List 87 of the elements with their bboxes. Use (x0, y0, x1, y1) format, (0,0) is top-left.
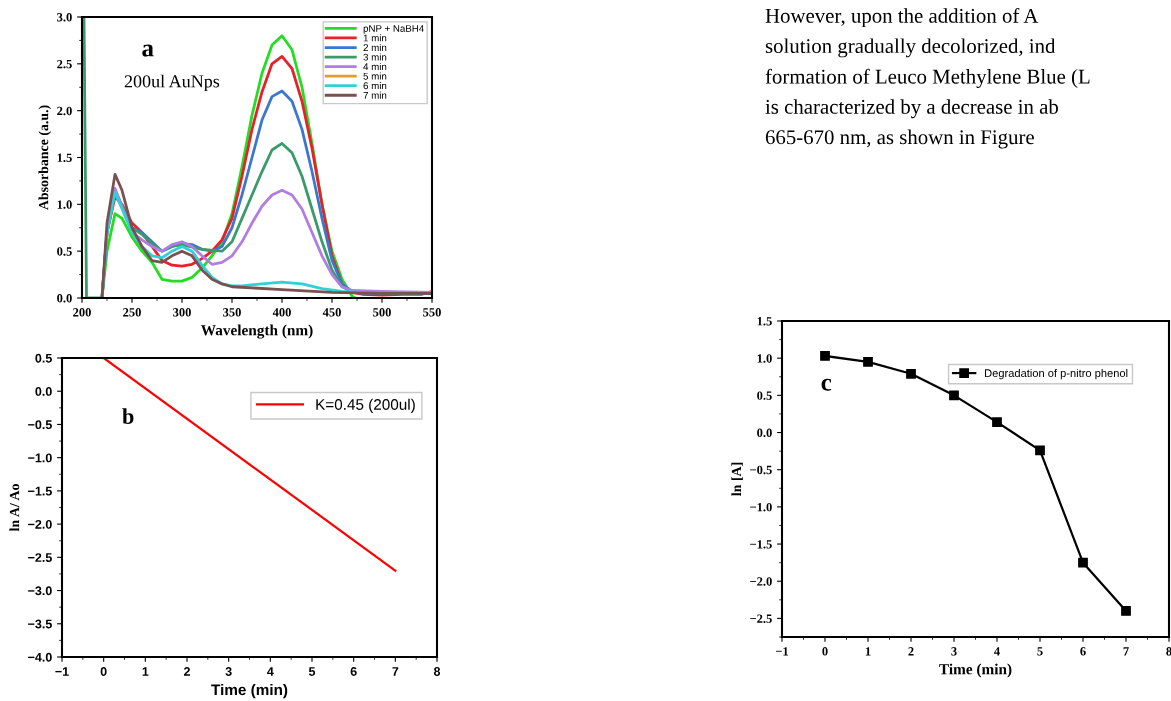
text: is characterized by a decrease in ab (765, 99, 1059, 119)
y-tick-label: −3.0 (28, 586, 52, 596)
annotation: c (821, 378, 832, 391)
y-tick-label: −2.0 (750, 577, 772, 586)
y-tick-label: 0.0 (757, 428, 772, 438)
x-tick-label: 7 (1123, 647, 1129, 656)
point (992, 417, 1002, 427)
x-tick-label: 550 (423, 308, 441, 317)
legend-label: 2 min (363, 43, 387, 51)
y-tick-label: 2.5 (57, 59, 72, 69)
y-tick-label: 2.0 (57, 106, 72, 116)
x-tick-label: 500 (373, 308, 391, 317)
x-tick-label: 2 (908, 647, 914, 656)
y-tick-label: 1.5 (757, 317, 772, 326)
x-tick-label: 3 (225, 667, 232, 676)
y-tick-label: 0.5 (57, 247, 72, 256)
text: formation of Leuco Methylene Blue (L (765, 68, 1090, 88)
x-tick-label: 6 (1080, 647, 1086, 656)
x-tick-label: 1 (142, 667, 149, 676)
legend-label: Degradation of p-nitro phenol (985, 368, 1128, 380)
x-tick-label: 350 (223, 308, 241, 317)
x-tick-label: −1 (55, 667, 69, 676)
legend-label: 3 min (363, 53, 387, 61)
y-tick-label: 1.0 (757, 354, 772, 363)
y-tick-label: 1.5 (57, 153, 72, 163)
x-tick-label: 0 (100, 667, 107, 676)
y-tick-label: −2.5 (750, 614, 772, 623)
point (1078, 557, 1088, 568)
y-tick-label: 1.0 (57, 200, 72, 209)
legend-label: K=0.45 (200ul) (316, 398, 415, 413)
x-tick-label: 400 (272, 308, 291, 317)
legend-label: 1 min (363, 34, 387, 42)
x-tick-label: 5 (308, 667, 316, 676)
point (820, 351, 830, 361)
x-axis-title: Time (min) (211, 683, 288, 699)
x-tick-label: 200 (73, 308, 91, 317)
x-tick-label: −1 (775, 647, 789, 656)
y-tick-label: −0.5 (750, 465, 772, 475)
y-tick-label: 0.5 (757, 391, 772, 400)
point (863, 357, 873, 367)
x-axis-title: Wavelength (nm) (200, 324, 313, 339)
y-tick-label: −1.5 (750, 540, 772, 549)
annotation: 200ul AuNps (124, 74, 220, 92)
x-tick-label: 2 (183, 667, 190, 676)
legend-label: 7 min (363, 91, 387, 99)
x-tick-label: 1 (865, 647, 871, 656)
text: 665-670 nm, as shown in Figure (765, 129, 1034, 149)
text: However, upon the addition of A (765, 8, 1039, 28)
y-tick-label: −1.5 (28, 486, 52, 496)
x-tick-label: 6 (350, 667, 357, 676)
y-tick-label: −1.0 (28, 453, 52, 463)
y-tick-label: 0.0 (57, 294, 72, 303)
y-axis-title: ln [A] (731, 462, 743, 496)
x-tick-label: 8 (433, 667, 441, 676)
legend-label: pNP + NaBH4 (363, 25, 424, 34)
y-tick-label: −2.5 (28, 553, 52, 562)
x-tick-label: 4 (994, 647, 1000, 656)
x-tick-label: 0 (822, 647, 828, 656)
x-tick-label: 450 (322, 308, 341, 317)
y-tick-label: −0.5 (28, 420, 52, 430)
y-tick-label: −2.0 (28, 519, 52, 529)
x-tick-label: 4 (267, 667, 274, 676)
legend-label: 6 min (363, 82, 387, 90)
x-tick-label: 5 (1037, 647, 1043, 656)
annotation: b (122, 408, 134, 424)
annotation: a (142, 44, 154, 57)
point (949, 390, 959, 401)
x-tick-label: 8 (1166, 647, 1171, 656)
y-tick-label: −1.0 (750, 502, 772, 512)
y-tick-label: 3.0 (57, 13, 72, 22)
y-tick-label: −3.5 (28, 619, 52, 629)
text: solution gradually decolorized, ind (765, 38, 1056, 58)
point (906, 368, 916, 379)
y-tick-label: −4.0 (28, 652, 52, 662)
x-tick-label: 250 (123, 308, 141, 317)
y-axis-title: Absorbance (a.u.) (38, 105, 52, 211)
y-axis-title: ln A/ Ao (9, 484, 20, 532)
x-axis-title: Time (min) (939, 663, 1012, 678)
x-tick-label: 300 (173, 308, 191, 317)
y-tick-label: 0.0 (35, 387, 52, 396)
point (1035, 445, 1045, 456)
x-tick-label: 7 (392, 667, 399, 676)
x-tick-label: 3 (951, 647, 957, 656)
legend-label: 5 min (363, 72, 387, 80)
point (1121, 606, 1131, 616)
y-tick-label: 0.5 (35, 353, 52, 363)
legend-label: 4 min (363, 62, 387, 71)
